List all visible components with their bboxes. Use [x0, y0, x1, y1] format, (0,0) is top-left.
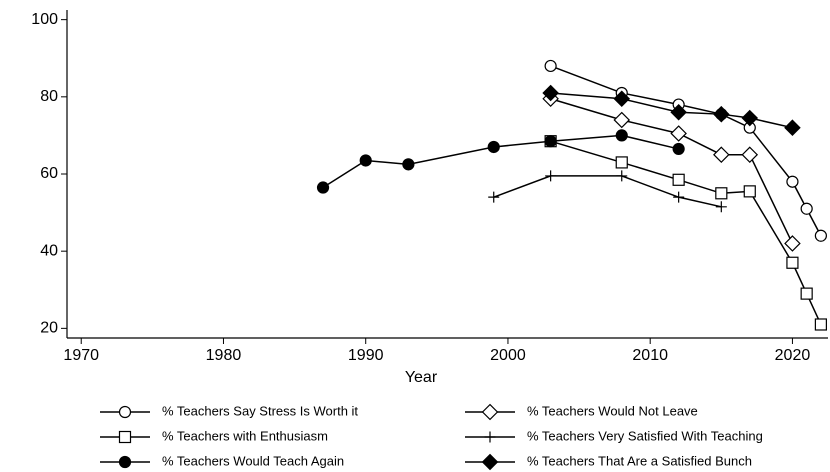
marker — [713, 105, 730, 123]
marker — [672, 173, 685, 186]
x-tick-label: 2020 — [775, 347, 811, 364]
marker — [814, 229, 827, 242]
x-axis-label: Year — [405, 369, 438, 386]
marker — [316, 181, 330, 194]
marker — [615, 129, 628, 142]
marker — [784, 119, 801, 136]
x-tick-label: 1990 — [348, 347, 384, 364]
marker — [713, 146, 730, 163]
legend-marker — [481, 403, 499, 421]
series-line — [493, 175, 722, 208]
marker — [615, 156, 628, 169]
legend-label: % Teachers Say Stress Is Worth it — [162, 403, 358, 418]
legend-label: % Teachers That Are a Satisfied Bunch — [527, 453, 752, 468]
x-tick-label: 2000 — [490, 347, 526, 364]
x-tick-label: 2010 — [632, 347, 668, 364]
marker — [544, 59, 557, 73]
x-tick-label: 1980 — [206, 347, 242, 364]
marker — [741, 146, 759, 163]
marker — [784, 235, 801, 252]
legend-marker — [118, 430, 132, 444]
marker — [743, 185, 756, 198]
legend-marker — [481, 453, 499, 471]
marker — [741, 109, 759, 127]
marker — [800, 287, 813, 300]
marker — [670, 125, 687, 142]
marker — [673, 191, 685, 203]
marker — [616, 170, 628, 182]
series-line — [550, 65, 822, 237]
marker — [544, 135, 557, 148]
marker — [800, 202, 813, 215]
y-tick-label: 40 — [40, 242, 58, 259]
marker — [814, 318, 827, 331]
legend-marker — [484, 431, 496, 443]
marker — [542, 84, 559, 102]
series-line — [550, 140, 822, 325]
marker — [613, 111, 631, 129]
y-tick-label: 100 — [31, 11, 58, 28]
legend-label: % Teachers with Enthusiasm — [162, 428, 328, 443]
y-tick-label: 60 — [40, 165, 58, 182]
marker — [545, 170, 557, 182]
legend-label: % Teachers Would Teach Again — [162, 453, 344, 468]
marker — [359, 154, 372, 167]
legend-marker — [118, 455, 132, 469]
marker — [715, 187, 728, 200]
marker — [402, 158, 415, 171]
marker — [786, 175, 799, 188]
y-tick-label: 80 — [40, 88, 58, 105]
legend-label: % Teachers Would Not Leave — [527, 403, 698, 418]
series-line — [550, 98, 794, 244]
marker — [613, 90, 631, 108]
marker — [786, 256, 799, 269]
marker — [672, 142, 685, 156]
legend-label: % Teachers Very Satisfied With Teaching — [527, 428, 763, 443]
marker — [670, 103, 687, 121]
y-tick-label: 20 — [40, 320, 58, 337]
marker — [715, 201, 727, 213]
marker — [488, 191, 500, 203]
x-tick-label: 1970 — [63, 347, 99, 364]
marker — [487, 140, 500, 154]
series-line — [550, 92, 793, 129]
legend-marker — [118, 405, 132, 419]
